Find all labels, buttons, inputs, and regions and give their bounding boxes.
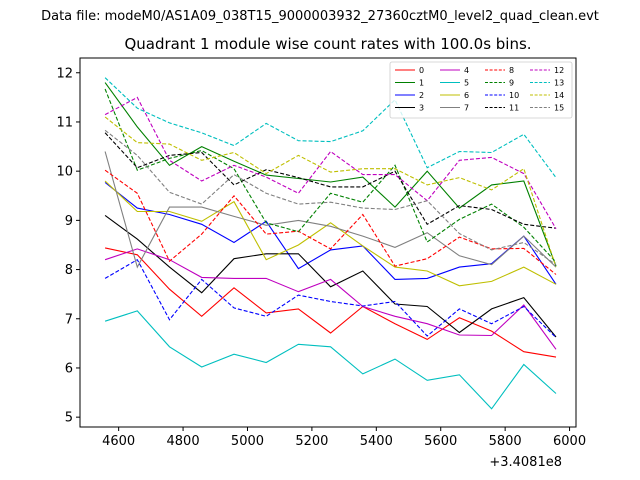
series-line-15 xyxy=(104,129,557,266)
series-line-11 xyxy=(104,132,557,229)
x-tick-label: 5400 xyxy=(360,434,393,449)
series-line-5 xyxy=(104,310,557,410)
series-line-14 xyxy=(104,116,557,268)
legend-label-10: 10 xyxy=(509,91,519,100)
legend-label-8: 8 xyxy=(509,66,514,75)
series-line-9 xyxy=(104,88,557,263)
x-tick-label: 4800 xyxy=(167,434,200,449)
y-tick-label: 11 xyxy=(56,115,73,130)
y-tick-label: 5 xyxy=(65,411,73,426)
legend-box xyxy=(389,61,573,119)
series-line-3 xyxy=(104,214,557,338)
legend-label-0: 0 xyxy=(419,66,424,75)
legend-label-4: 4 xyxy=(464,66,469,75)
axes-ticks: 4600 4800 5000 5200 5400 5600 5800 600056789101… xyxy=(56,66,586,449)
series-line-7 xyxy=(104,151,557,269)
series-line-10 xyxy=(104,258,557,338)
legend-label-1: 1 xyxy=(419,79,424,88)
chart-title: Quadrant 1 module wise count rates with … xyxy=(124,35,531,53)
series-line-0 xyxy=(104,247,557,358)
legend-label-12: 12 xyxy=(554,66,564,75)
legend-label-5: 5 xyxy=(464,79,469,88)
series-line-4 xyxy=(104,248,557,350)
y-tick-label: 10 xyxy=(56,165,73,180)
legend-label-14: 14 xyxy=(554,91,564,100)
y-tick-label: 8 xyxy=(65,263,73,278)
legend-label-11: 11 xyxy=(509,104,519,113)
axes-frame xyxy=(79,57,577,428)
figure-suptitle: Data file: modeM0/AS1A09_038T15_90000039… xyxy=(41,9,599,24)
legend-label-6: 6 xyxy=(464,91,469,100)
legend-label-15: 15 xyxy=(554,104,564,113)
y-tick-label: 6 xyxy=(65,361,73,376)
legend-label-9: 9 xyxy=(509,79,514,88)
x-tick-label: 5600 xyxy=(424,434,457,449)
x-tick-label: 6000 xyxy=(553,434,586,449)
x-offset-label: +3.4081e8 xyxy=(489,455,562,470)
legend-label-13: 13 xyxy=(554,79,564,88)
x-tick-label: 5000 xyxy=(231,434,264,449)
plot-lines xyxy=(104,77,557,410)
series-line-2 xyxy=(104,182,557,285)
x-tick-label: 4600 xyxy=(102,434,135,449)
y-tick-label: 12 xyxy=(56,66,73,81)
x-tick-label: 5200 xyxy=(295,434,328,449)
legend-label-3: 3 xyxy=(419,104,424,113)
series-line-6 xyxy=(104,180,557,287)
legend-label-7: 7 xyxy=(464,104,469,113)
y-tick-label: 7 xyxy=(65,312,73,327)
series-line-1 xyxy=(104,82,557,267)
x-tick-label: 5800 xyxy=(489,434,522,449)
legend-label-2: 2 xyxy=(419,91,424,100)
series-line-13 xyxy=(104,77,557,178)
y-tick-label: 9 xyxy=(65,214,73,229)
